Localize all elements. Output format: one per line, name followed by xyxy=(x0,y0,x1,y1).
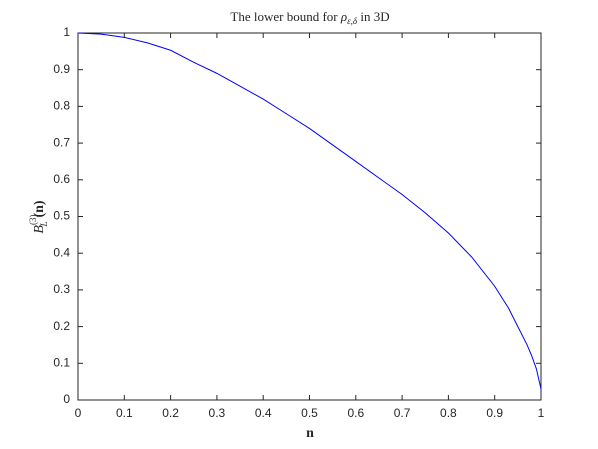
y-tick-label: 0 xyxy=(63,392,70,406)
y-tick-label: 0.7 xyxy=(53,135,70,149)
y-tick-label: 0.3 xyxy=(53,282,70,296)
ylabel-subscript: L xyxy=(39,222,49,228)
y-tick-label: 0.1 xyxy=(53,355,70,369)
title-text: The lower bound for xyxy=(230,9,340,24)
title-subscript: ε,δ xyxy=(347,16,358,26)
y-tick-label: 0.2 xyxy=(53,319,70,333)
axes-box xyxy=(77,32,542,401)
x-tick-label: 0.3 xyxy=(209,406,226,420)
y-tick-label: 0.8 xyxy=(53,99,70,113)
x-tick-label: 1 xyxy=(538,406,545,420)
y-tick-label: 0.5 xyxy=(53,209,70,223)
x-tick-label: 0.6 xyxy=(347,406,364,420)
y-tick-label: 0.4 xyxy=(53,245,70,259)
x-tick-label: 0.5 xyxy=(301,406,318,420)
x-tick-label: 0.9 xyxy=(486,406,503,420)
y-tick-label: 0.6 xyxy=(53,172,70,186)
x-tick-label: 0.2 xyxy=(162,406,179,420)
ylabel-superscript: (3) xyxy=(28,215,38,226)
data-line xyxy=(77,32,542,390)
x-tick-label: 0 xyxy=(75,406,82,420)
x-tick-label: 0.4 xyxy=(255,406,272,420)
ylabel-argument: (n) xyxy=(32,200,47,217)
x-tick-label: 0.8 xyxy=(440,406,457,420)
title-text: in 3D xyxy=(357,9,390,24)
ylabel-symbol: B xyxy=(32,225,47,234)
x-tick-label: 0.1 xyxy=(116,406,133,420)
chart-title: The lower bound for ρε,δ in 3D xyxy=(230,9,389,26)
title-symbol: ρ xyxy=(340,9,347,24)
y-tick-label: 0.9 xyxy=(53,62,70,76)
y-tick-label: 1 xyxy=(63,25,70,39)
x-axis-label: n xyxy=(306,426,314,441)
x-tick-label: 0.7 xyxy=(394,406,411,420)
y-axis-label: B(3)L (n) xyxy=(28,200,49,234)
